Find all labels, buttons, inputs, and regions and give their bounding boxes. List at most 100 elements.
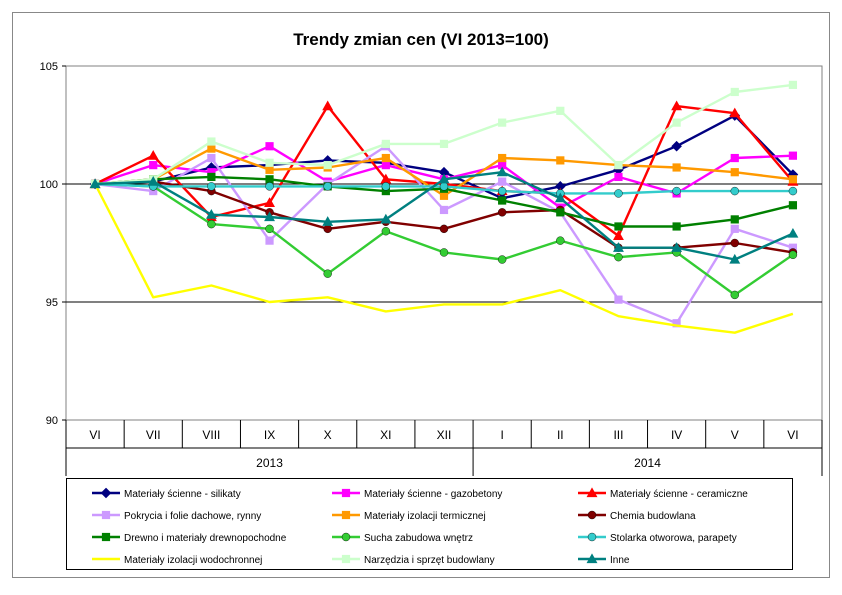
x-tick-label: I — [500, 428, 503, 442]
data-point-7 — [614, 252, 623, 262]
data-point-1 — [788, 151, 798, 160]
data-point-4 — [207, 144, 216, 153]
data-point-6 — [730, 215, 739, 224]
data-point-8 — [672, 186, 681, 196]
x-tick-label: II — [557, 428, 564, 442]
legend-label: Stolarka otworowa, parapety — [610, 533, 737, 544]
legend-label: Materiały ścienne - silikaty — [124, 489, 241, 500]
data-point-8 — [614, 189, 623, 198]
data-point-5 — [439, 224, 449, 234]
data-point-2 — [671, 100, 683, 111]
data-point-8 — [497, 186, 507, 196]
data-point-8 — [788, 186, 798, 196]
data-point-3 — [265, 236, 274, 245]
data-point-8 — [381, 182, 391, 191]
plot-area — [65, 65, 823, 421]
data-point-8 — [207, 182, 216, 191]
data-point-3 — [672, 319, 681, 328]
data-point-6 — [614, 222, 623, 231]
x-tick-label: V — [731, 428, 739, 442]
data-point-11 — [438, 173, 450, 184]
data-point-11 — [205, 209, 217, 219]
data-point-11 — [322, 216, 334, 226]
x-tick-label: III — [613, 428, 623, 442]
data-point-3 — [439, 205, 449, 215]
legend-marker — [587, 510, 597, 520]
y-tick-label: 100 — [40, 179, 58, 191]
x-tick-label: VII — [146, 428, 161, 442]
data-point-6 — [788, 201, 798, 210]
series-line-7 — [95, 182, 794, 297]
data-point-10 — [556, 106, 565, 115]
legend-label: Drewno i materiały drewnopochodne — [124, 533, 287, 544]
data-point-7 — [556, 236, 565, 245]
data-point-8 — [265, 182, 274, 191]
data-point-1 — [381, 161, 390, 170]
series-line-9 — [94, 183, 794, 334]
data-point-5 — [730, 238, 739, 248]
data-point-2 — [729, 107, 741, 118]
data-point-7 — [730, 290, 739, 300]
data-point-4 — [265, 165, 274, 174]
data-point-11 — [147, 176, 159, 186]
legend-label: Chemia budowlana — [610, 511, 696, 522]
data-point-4 — [556, 156, 565, 165]
data-point-8 — [439, 182, 449, 191]
data-point-7 — [207, 219, 216, 229]
data-point-10 — [207, 137, 216, 146]
data-point-7 — [381, 226, 391, 236]
legend-label: Materiały ścienne - ceramiczne — [610, 489, 748, 500]
data-point-10 — [672, 118, 681, 127]
x-tick-label: XI — [380, 428, 391, 442]
data-point-3 — [614, 295, 623, 304]
data-point-10 — [614, 161, 623, 170]
x-tick-label: X — [324, 428, 332, 442]
data-point-7 — [497, 255, 507, 264]
data-point-3 — [730, 224, 739, 233]
legend-marker — [587, 532, 597, 542]
data-point-11 — [554, 192, 566, 203]
data-point-7 — [439, 248, 449, 257]
data-point-5 — [323, 224, 332, 234]
x-tick-label: IX — [264, 428, 275, 442]
data-point-7 — [323, 269, 332, 278]
x-tick-label: VI — [89, 428, 100, 442]
data-point-1 — [265, 142, 274, 151]
legend-marker — [586, 553, 598, 564]
legend-label: Sucha zabudowa wnętrz — [364, 533, 473, 544]
data-point-11 — [787, 227, 799, 238]
legend-label: Narzędzia i sprzęt budowlany — [364, 555, 495, 566]
data-point-7 — [265, 224, 274, 234]
data-point-10 — [498, 118, 507, 127]
chart-title: Trendy zmian cen (VI 2013=100) — [293, 30, 549, 49]
x-tick-label: VI — [787, 428, 798, 442]
data-point-2 — [613, 230, 624, 241]
legend-marker — [341, 554, 351, 564]
y-tick-label: 90 — [46, 415, 58, 427]
data-point-4 — [439, 191, 449, 200]
data-point-10 — [265, 158, 274, 167]
data-point-0 — [671, 140, 682, 152]
legend-marker — [341, 488, 351, 498]
data-point-2 — [322, 100, 334, 111]
data-point-5 — [497, 208, 507, 217]
x-tick-label: IV — [671, 428, 682, 442]
data-point-4 — [730, 168, 739, 177]
data-point-7 — [788, 250, 798, 260]
data-point-1 — [614, 172, 623, 182]
legend-marker — [101, 510, 111, 520]
data-point-1 — [730, 153, 739, 163]
x-tick-label: XII — [437, 428, 452, 442]
data-point-6 — [556, 208, 565, 217]
data-point-6 — [498, 196, 507, 205]
data-point-10 — [439, 139, 449, 148]
legend-label: Inne — [610, 555, 630, 566]
legend-label: Materiały izolacji termicznej — [364, 511, 486, 522]
data-point-6 — [207, 172, 216, 182]
data-point-4 — [788, 175, 798, 184]
data-point-8 — [730, 186, 739, 196]
data-point-2 — [147, 150, 159, 160]
data-point-11 — [729, 253, 741, 264]
year-label: 2013 — [256, 456, 283, 470]
data-point-8 — [323, 182, 332, 191]
